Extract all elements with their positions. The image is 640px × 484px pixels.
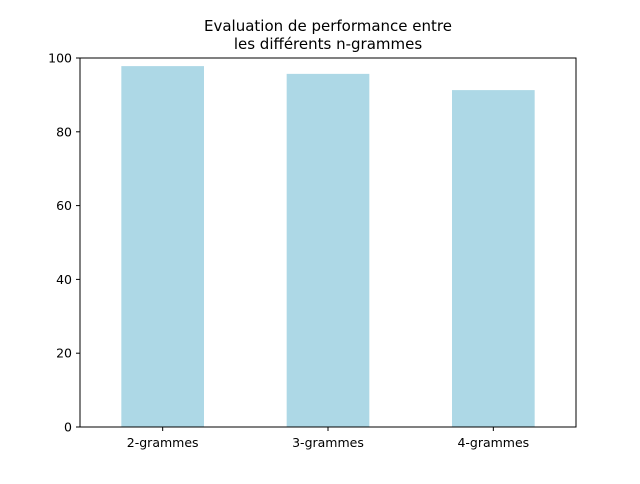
x-tick-label: 2-grammes (127, 435, 199, 450)
chart-title: Evaluation de performance entre les diff… (204, 17, 452, 53)
y-tick-label: 20 (56, 346, 72, 361)
chart-title-line-2: les différents n-grammes (234, 35, 423, 53)
y-tick-label: 0 (64, 420, 72, 435)
bar-series (121, 66, 535, 428)
x-axis: 2-grammes 3-grammes 4-grammes (127, 427, 529, 450)
y-axis: 0 20 40 60 80 100 (48, 51, 80, 435)
y-tick-label: 100 (48, 51, 72, 66)
x-tick-label: 3-grammes (292, 435, 364, 450)
x-tick-label: 4-grammes (457, 435, 529, 450)
bar-2-grammes (121, 66, 204, 428)
bar-4-grammes (452, 90, 535, 427)
chart-title-line-1: Evaluation de performance entre (204, 17, 452, 35)
y-tick-label: 40 (56, 272, 72, 287)
bar-3-grammes (286, 73, 370, 428)
y-tick-label: 60 (56, 198, 72, 213)
y-tick-label: 80 (56, 124, 72, 139)
plot-area-frame (79, 57, 577, 428)
